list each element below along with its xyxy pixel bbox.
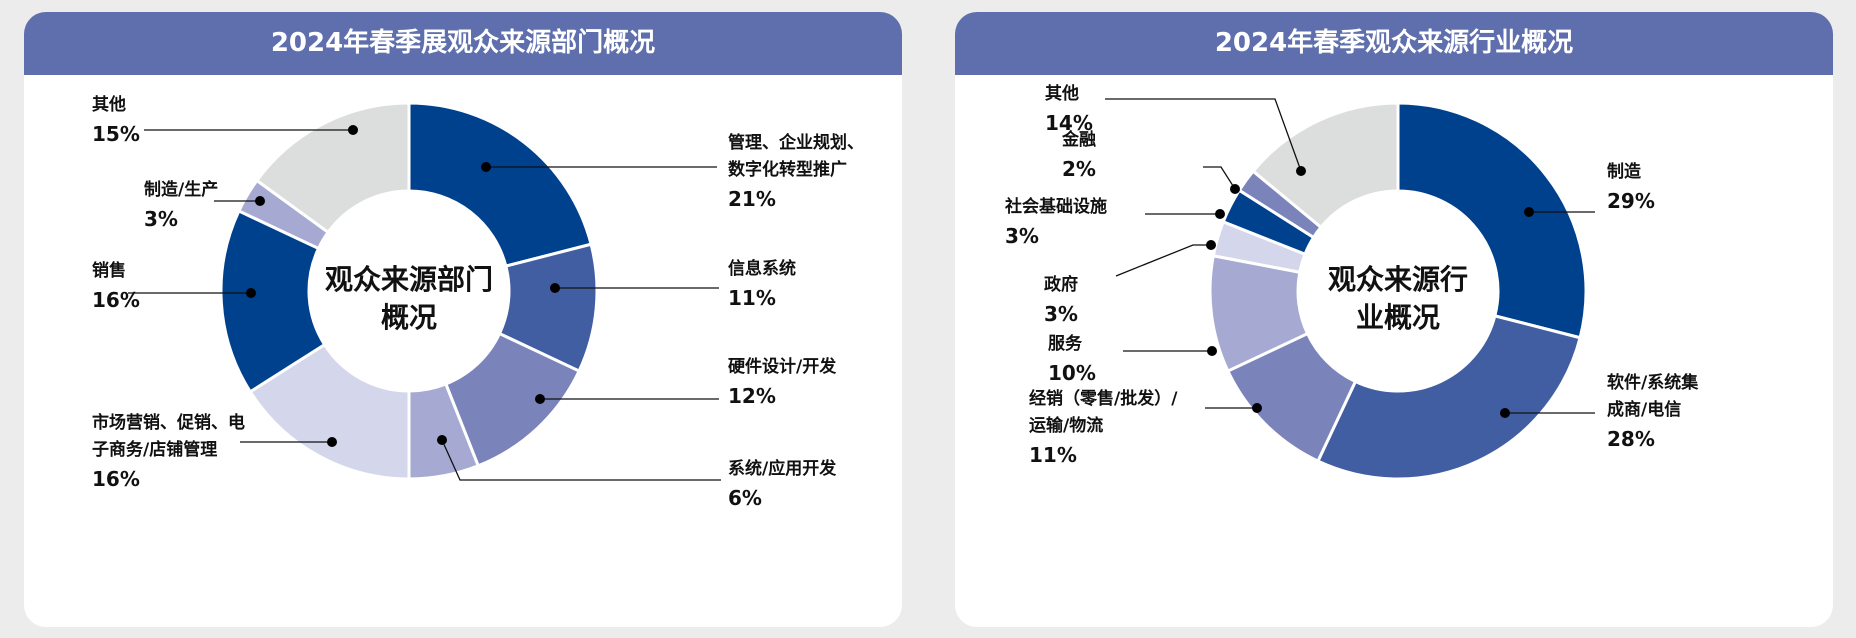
category-label: 子商务/店铺管理 — [92, 439, 217, 460]
leader-dot — [246, 288, 256, 298]
leader-line — [441, 439, 721, 481]
leader-dot — [1230, 184, 1240, 194]
value-label: 28% — [1607, 427, 1655, 451]
leader-dot — [255, 196, 265, 206]
value-label: 11% — [1029, 443, 1077, 467]
value-label: 10% — [1048, 361, 1096, 385]
center-label: 业概况 — [1356, 301, 1440, 334]
category-label: 经销（零售/批发）/ — [1029, 388, 1178, 409]
leader-dot — [1252, 403, 1262, 413]
category-label: 系统/应用开发 — [728, 458, 837, 479]
category-label: 管理、企业规划、 — [728, 132, 864, 153]
category-label: 政府 — [1044, 274, 1078, 295]
center-label: 观众来源行 — [1328, 263, 1468, 296]
donut-slice — [254, 101, 411, 235]
category-label: 销售 — [92, 260, 126, 281]
industry-chart-panel: 2024年春季观众来源行业概况 制造 29% 软件/系统集 成商/电信 28% 经销（零售… — [955, 12, 1833, 627]
leader-dot — [1524, 207, 1534, 217]
leader-dot — [327, 437, 337, 447]
category-label: 制造/生产 — [144, 179, 218, 200]
center-label: 概况 — [381, 301, 437, 334]
leader-line — [1203, 166, 1236, 190]
value-label: 14% — [1045, 111, 1093, 135]
category-label: 市场营销、促销、电 — [92, 412, 245, 433]
leader-dot — [1296, 166, 1306, 176]
value-label: 16% — [92, 288, 140, 312]
category-label: 数字化转型推广 — [728, 159, 847, 180]
donut-slice — [1396, 101, 1588, 340]
category-label: 其他 — [1045, 83, 1079, 104]
leader-dot — [1215, 209, 1225, 219]
donut-slice — [1315, 314, 1582, 481]
leader-dot — [481, 162, 491, 172]
category-label: 制造 — [1607, 161, 1642, 182]
category-label: 运输/物流 — [1029, 415, 1103, 436]
category-label: 社会基础设施 — [1004, 196, 1107, 217]
value-label: 2% — [1062, 157, 1096, 181]
value-label: 16% — [92, 467, 140, 491]
department-chart-panel: 2024年春季展观众来源部门概况 管理、企业规划、 数字化转型推广 21% 信息系统 1… — [24, 12, 902, 627]
donut-slice — [407, 101, 593, 268]
category-label: 其他 — [92, 94, 126, 115]
leader-dot — [1500, 408, 1510, 418]
category-label: 软件/系统集 — [1607, 372, 1699, 393]
leader-line — [1105, 98, 1302, 172]
value-label: 6% — [728, 486, 762, 510]
value-label: 21% — [728, 187, 776, 211]
leader-dot — [1207, 346, 1217, 356]
chart-title: 2024年春季展观众来源部门概况 — [24, 12, 902, 75]
category-label: 成商/电信 — [1607, 399, 1681, 420]
category-label: 信息系统 — [728, 258, 796, 279]
category-label: 服务 — [1048, 333, 1083, 354]
value-label: 15% — [92, 122, 140, 146]
center-label: 观众来源部门 — [325, 263, 493, 296]
leader-dot — [1206, 240, 1216, 250]
value-label: 12% — [728, 384, 776, 408]
value-label: 11% — [728, 286, 776, 310]
value-label: 3% — [144, 207, 178, 231]
value-label: 3% — [1005, 224, 1039, 248]
category-label: 硬件设计/开发 — [728, 356, 837, 377]
chart-title: 2024年春季观众来源行业概况 — [955, 12, 1833, 75]
leader-line — [1115, 244, 1211, 277]
leader-dot — [348, 125, 358, 135]
value-label: 3% — [1044, 302, 1078, 326]
value-label: 29% — [1607, 189, 1655, 213]
donut-slice — [1251, 101, 1400, 230]
leader-dot — [535, 394, 545, 404]
category-label: 金融 — [1061, 129, 1096, 150]
leader-dot — [550, 283, 560, 293]
department-donut-chart: 管理、企业规划、数字化转型推广 21% 信息系统 11% 硬件设计/开发 12% 系统/应用… — [92, 94, 864, 510]
leader-dot — [437, 435, 447, 445]
